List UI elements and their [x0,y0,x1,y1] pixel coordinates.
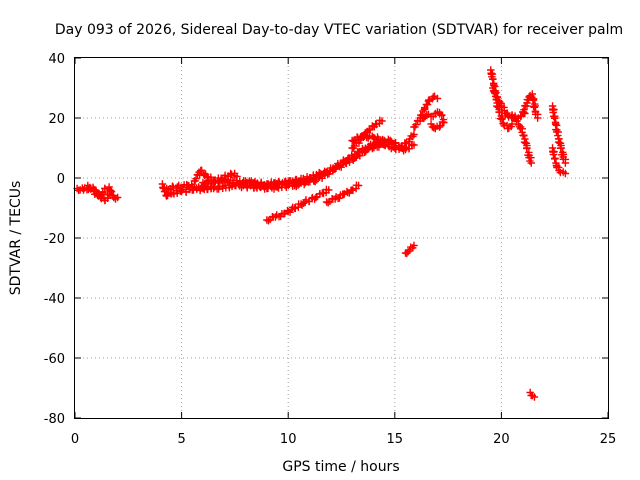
x-tick-label: 10 [280,432,297,447]
data-points [73,66,570,401]
data-point [410,241,418,250]
data-point [372,120,381,129]
data-point [520,105,528,114]
data-point [280,210,288,218]
chart-title: Day 093 of 2026, Sidereal Day-to-day VTE… [55,22,623,38]
series-track-08h [241,177,303,193]
x-tick-label: 5 [177,432,185,447]
data-point [315,173,323,181]
axis-ticks [74,57,609,419]
data-point [498,115,506,124]
y-tick-label: 0 [57,172,65,187]
data-point [170,190,178,198]
data-point [520,132,528,140]
data-point [325,186,333,194]
data-point [530,393,539,401]
series-track-01h [84,181,113,205]
data-point [439,115,448,124]
data-point [405,144,413,153]
series-track-15h-low [401,241,418,258]
y-tick-label: -40 [44,292,65,307]
data-point [101,184,109,193]
y-tick-label: 20 [48,112,65,127]
data-point [342,159,351,168]
data-point [523,144,531,153]
data-point [513,117,521,125]
y-tick-label: -20 [44,232,65,247]
data-point [370,134,379,142]
data-point [549,150,558,159]
series-track-09h-low [263,185,333,225]
data-point [533,114,542,122]
series-track-12h-low [322,181,363,207]
data-point [275,177,283,186]
data-point [508,120,516,128]
data-point [106,186,115,195]
data-point [378,117,386,125]
data-point [493,93,502,101]
data-point [113,193,122,202]
series-track-14h-b [359,140,418,155]
series-track-02h [105,183,122,203]
series-track-22h-b [548,144,570,178]
data-point [291,204,300,213]
data-point [410,141,418,149]
data-point [557,144,565,153]
series-track-19h-a [487,66,516,133]
y-tick-label: -60 [44,352,65,367]
data-point [107,187,116,196]
x-tick-label: 15 [387,432,404,447]
data-point [232,176,241,185]
data-point [354,181,363,190]
data-point [236,179,244,188]
series-track-16h-plus [418,110,435,123]
series-track-20h-c [508,111,535,167]
data-point [429,112,437,121]
data-point [381,141,389,150]
data-point [554,131,562,140]
x-tick-label: 20 [493,432,510,447]
data-point [561,169,570,178]
series-track-21h-low [526,388,539,401]
data-point [227,170,236,179]
data-point [530,103,539,112]
data-point [410,130,418,139]
y-axis-title: SDTVAR / TECUs [8,181,24,296]
data-point [312,193,320,202]
x-tick-label: 25 [600,432,617,447]
grid-lines [75,58,608,418]
x-tick-label: 0 [71,432,79,447]
y-tick-label: 40 [48,52,65,67]
plot-area-border [74,57,609,419]
series-track-17h [427,108,448,133]
x-axis-title: GPS time / hours [282,459,399,475]
data-point [423,100,432,109]
data-point [168,182,177,190]
data-point [220,177,228,185]
data-point [529,96,537,104]
data-point [551,155,559,163]
data-point [550,114,559,123]
data-point [527,159,535,167]
data-point [335,194,344,202]
data-point [561,159,570,167]
data-point [325,169,333,178]
y-tick-label: -80 [44,412,65,427]
data-point [305,197,313,206]
series-track-21h-d [519,90,542,122]
data-point [391,139,400,147]
data-point [495,108,503,116]
data-point [331,165,339,173]
data-point [433,94,442,103]
data-point [489,75,497,84]
y-tick-labels: -80 -60 -40 -20 0 20 40 [44,52,65,427]
series-track-22h [548,102,570,167]
x-tick-labels: 0 5 10 15 20 25 [71,432,616,447]
